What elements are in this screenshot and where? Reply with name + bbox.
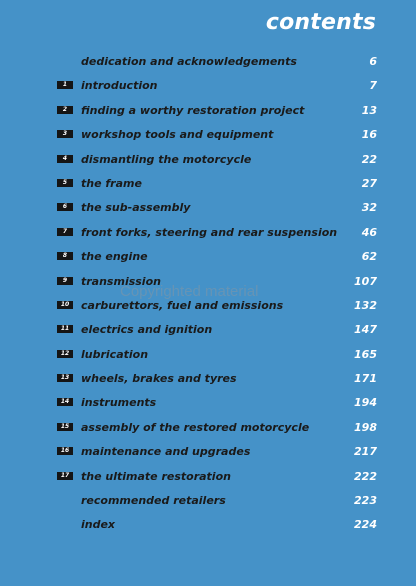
entry-page: 22 [361,152,377,166]
entry-page: 224 [354,518,377,532]
toc-entry[interactable]: dedication and acknowledgements 6 [0,52,416,76]
entry-title: dismantling the motorcycle [81,152,252,166]
entry-title: wheels, brakes and tyres [81,372,237,386]
entry-page: 198 [354,420,377,434]
table-of-contents: dedication and acknowledgements 6 1 introd… [0,52,416,540]
toc-entry[interactable]: 1 introduction 7 [0,76,416,100]
entry-title: dedication and acknowledgements [81,55,297,68]
entry-page: 217 [354,445,377,459]
toc-entry[interactable]: 5 the frame 27 [0,174,416,198]
entry-title: lubrication [81,347,149,361]
toc-entry[interactable]: 17 the ultimate restoration 222 [0,467,416,491]
entry-title: front forks, steering and rear suspensio… [81,225,338,239]
chapter-number: 7 [57,227,73,236]
toc-entry[interactable]: 8 the engine 62 [0,247,416,271]
entry-page: 62 [361,250,377,264]
toc-entry[interactable]: 16 maintenance and upgrades 217 [0,442,416,466]
chapter-number: 1 [57,81,73,90]
entry-title: index [81,518,116,532]
chapter-number: 16 [57,447,73,456]
entry-page: 222 [354,469,377,483]
toc-entry[interactable]: 9 transmission 107 [0,272,416,296]
toc-entry[interactable]: 12 lubrication 165 [0,345,416,369]
entry-page: 147 [354,323,377,337]
toc-entry[interactable]: recommended retailers 223 [0,491,416,515]
chapter-number: 4 [57,154,73,163]
watermark: Copyrighted material [120,283,259,300]
chapter-number: 14 [57,398,73,407]
chapter-number: 15 [57,422,73,431]
entry-title: the frame [81,176,142,190]
chapter-number: 3 [57,130,73,139]
toc-entry[interactable]: 6 the sub-assembly 32 [0,198,416,222]
entry-page: 7 [369,79,377,93]
entry-page: 223 [354,494,377,508]
entry-page: 165 [354,347,377,361]
entry-page: 16 [361,128,377,142]
chapter-number: 2 [57,105,73,114]
entry-page: 27 [361,176,377,190]
chapter-number: 11 [57,325,73,334]
chapter-number: 12 [57,349,73,358]
entry-title: finding a worthy restoration project [81,103,305,117]
chapter-number: 13 [57,374,73,383]
chapter-number: 5 [57,178,73,187]
toc-entry[interactable]: 3 workshop tools and equipment 16 [0,125,416,149]
entry-title: instruments [81,396,157,410]
toc-entry[interactable]: 15 assembly of the restored motorcycle 198 [0,418,416,442]
chapter-number: 6 [57,203,73,212]
chapter-number: 10 [57,300,73,309]
entry-title: transmission [81,274,161,288]
toc-entry[interactable]: 10 carburettors, fuel and emissions 132 [0,296,416,320]
toc-entry[interactable]: 13 wheels, brakes and tyres 171 [0,369,416,393]
entry-page: 6 [369,55,377,68]
toc-entry[interactable]: 11 electrics and ignition 147 [0,320,416,344]
page-title: contents [265,10,376,35]
entry-title: the ultimate restoration [81,469,231,483]
entry-title: assembly of the restored motorcycle [81,420,310,434]
toc-entry[interactable]: 4 dismantling the motorcycle 22 [0,150,416,174]
chapter-number: 8 [57,252,73,261]
toc-entry[interactable]: 7 front forks, steering and rear suspensi… [0,223,416,247]
entry-title: maintenance and upgrades [81,445,251,459]
toc-entry[interactable]: index 224 [0,515,416,539]
entry-page: 171 [354,372,377,386]
entry-title: recommended retailers [81,494,226,508]
toc-entry[interactable]: 2 finding a worthy restoration project 13 [0,101,416,125]
entry-page: 107 [354,274,377,288]
entry-page: 194 [354,396,377,410]
entry-page: 46 [361,225,377,239]
entry-page: 13 [361,103,377,117]
entry-title: the sub-assembly [81,201,191,215]
entry-page: 132 [354,298,377,312]
chapter-number: 17 [57,471,73,480]
entry-title: electrics and ignition [81,323,213,337]
entry-title: introduction [81,79,158,93]
entry-title: the engine [81,250,148,264]
entry-page: 32 [361,201,377,215]
toc-entry[interactable]: 14 instruments 194 [0,393,416,417]
entry-title: carburettors, fuel and emissions [81,298,284,312]
entry-title: workshop tools and equipment [81,128,274,142]
chapter-number: 9 [57,276,73,285]
